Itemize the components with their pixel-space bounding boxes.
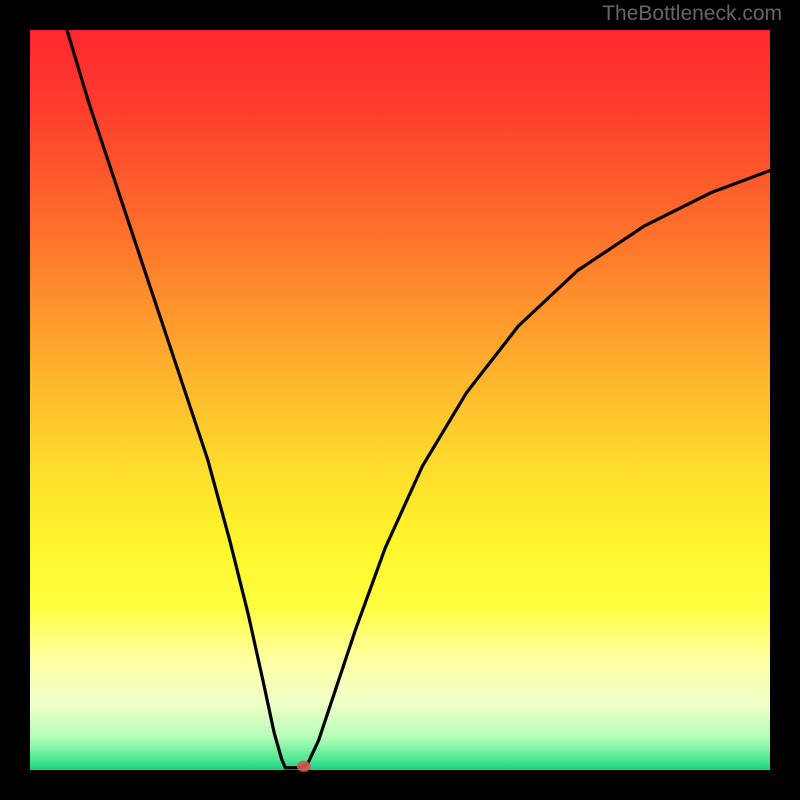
bottleneck-chart	[0, 0, 800, 800]
minimum-marker	[297, 761, 311, 772]
chart-container: TheBottleneck.com	[0, 0, 800, 800]
watermark-text: TheBottleneck.com	[602, 2, 782, 26]
plot-background	[30, 30, 770, 770]
